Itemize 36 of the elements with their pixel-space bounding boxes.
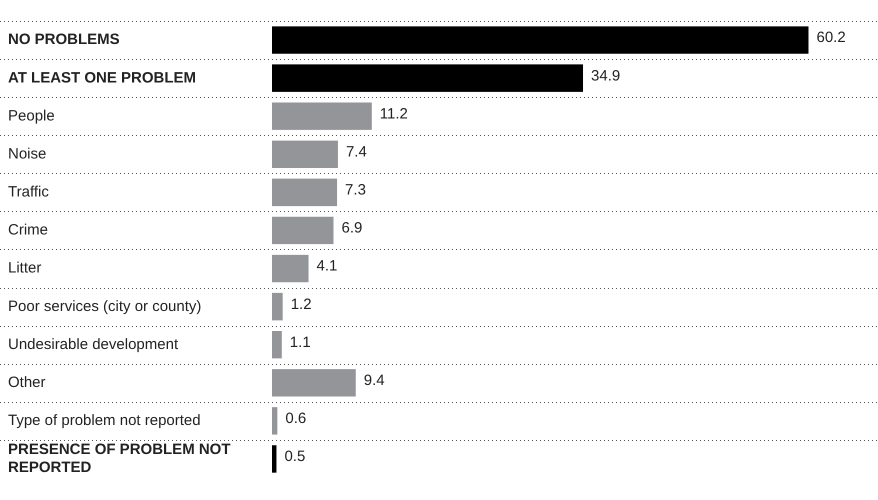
data-label: 1.2 <box>290 296 312 313</box>
data-label: 7.3 <box>345 182 366 199</box>
y-tick-label: Noise <box>8 145 46 162</box>
bar <box>272 178 338 206</box>
data-label: 11.2 <box>380 105 408 122</box>
data-label: 60.2 <box>816 29 846 46</box>
data-label: 0.5 <box>284 448 306 466</box>
y-tick-label: Litter <box>8 260 42 277</box>
y-tick-label: Poor services (city or county) <box>8 298 202 315</box>
y-tick-label: AT LEAST ONE PROBLEM <box>8 69 196 86</box>
y-tick-label: Traffic <box>8 184 50 201</box>
bar <box>272 407 278 435</box>
bar <box>272 292 283 320</box>
data-label: 4.1 <box>316 258 338 275</box>
bar <box>272 254 309 282</box>
bar <box>272 102 372 130</box>
y-tick-label: Crime <box>8 222 48 239</box>
y-tick-label: People <box>8 107 55 124</box>
y-tick-label: Undesirable development <box>8 336 179 353</box>
data-label: 1.1 <box>290 334 311 351</box>
bar <box>272 216 334 244</box>
bar <box>272 369 356 396</box>
bar <box>272 331 282 358</box>
data-label: 6.9 <box>341 220 362 237</box>
bar <box>272 26 808 54</box>
y-tick-label: Other <box>8 374 46 391</box>
y-tick-label: PRESENCE OF PROBLEM NOT REPORTED <box>8 441 231 476</box>
data-label: 7.4 <box>346 143 367 160</box>
bar <box>272 64 584 92</box>
y-tick-label: Type of problem not reported <box>8 412 201 430</box>
data-label: 34.9 <box>591 67 620 84</box>
y-tick-label: NO PROBLEMS <box>8 31 120 48</box>
data-label: 0.6 <box>285 410 306 428</box>
bar <box>272 140 338 168</box>
bar <box>272 445 276 473</box>
data-label: 9.4 <box>364 372 385 389</box>
